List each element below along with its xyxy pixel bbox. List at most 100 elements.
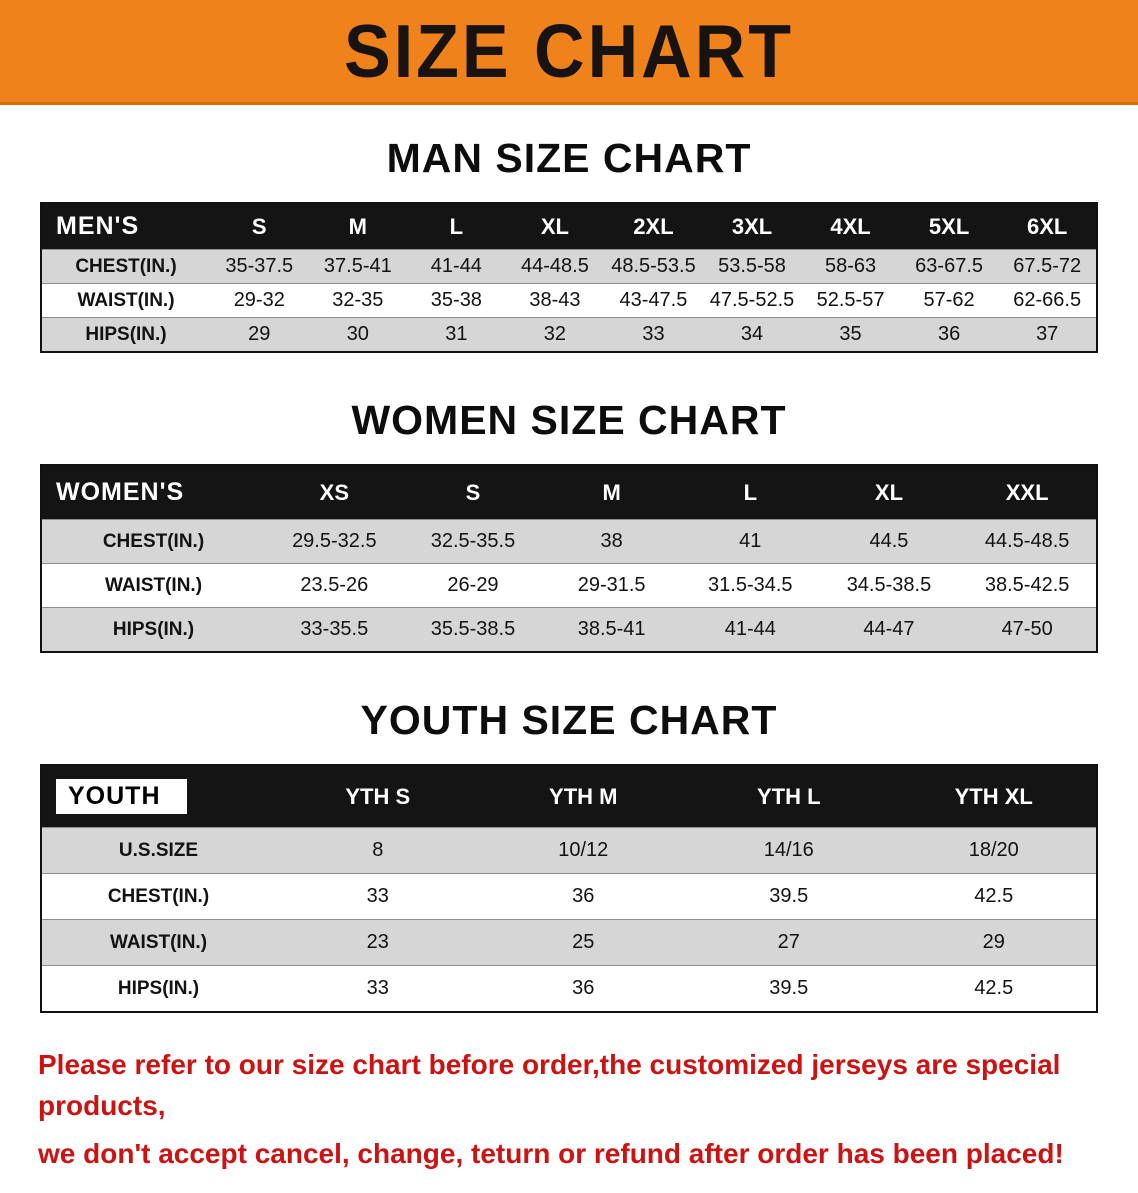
cell-value: 44.5 bbox=[869, 530, 909, 552]
cell-value: 23 bbox=[366, 931, 389, 953]
men-column-header: 5XL bbox=[899, 203, 999, 250]
disclaimer: Please refer to our size chart before or… bbox=[38, 1045, 1100, 1175]
youth-table-body: U.S.SIZE 8 10/12 14/16 18/20 CHEST(IN.) 33 36 39… bbox=[41, 827, 1097, 1012]
youth-table-row: U.S.SIZE 8 10/12 14/16 18/20 bbox=[41, 827, 1097, 874]
cell-value: 30 bbox=[346, 323, 369, 345]
women-column-header: S bbox=[403, 465, 543, 520]
size-charts: MAN SIZE CHART MEN'S S M L XL 2XL 3XL 4XL 5XL 6XL… bbox=[0, 135, 1138, 1013]
men-column-header: 3XL bbox=[702, 203, 802, 250]
row-label: CHEST(IN.) bbox=[102, 530, 205, 552]
women-table-row: CHEST(IN.) 29.5-32.5 32.5-35.5 38 41 44.5 44.5… bbox=[41, 519, 1097, 564]
women-size-table: WOMEN'S XS S M L XL XXL CHEST(IN.) 29.5-32.5 32.… bbox=[40, 464, 1098, 653]
women-column-header: XXL bbox=[958, 465, 1097, 520]
cell-value: 34 bbox=[740, 323, 764, 345]
cell-value: 38-43 bbox=[529, 289, 581, 311]
youth-table-header-row: YOUTH YTH S YTH M YTH L YTH XL bbox=[41, 765, 1097, 828]
men-column-header: 6XL bbox=[998, 203, 1097, 250]
cell-value: 44.5-48.5 bbox=[984, 530, 1070, 552]
cell-value: 43-47.5 bbox=[619, 289, 688, 311]
cell-value: 53.5-58 bbox=[718, 255, 786, 277]
cell-value: 32-35 bbox=[332, 289, 384, 311]
cell-value: 33-35.5 bbox=[300, 618, 369, 640]
cell-value: 41-44 bbox=[430, 255, 482, 277]
size-chart-banner: SIZE CHART bbox=[0, 0, 1138, 105]
cell-value: 35-38 bbox=[430, 289, 482, 311]
cell-value: 36 bbox=[572, 977, 595, 999]
cell-value: 10/12 bbox=[558, 839, 609, 861]
cell-value: 41 bbox=[739, 530, 762, 552]
cell-value: 29.5-32.5 bbox=[292, 530, 377, 552]
men-corner-label: MEN'S bbox=[41, 203, 210, 250]
disclaimer-line-1: Please refer to our size chart before or… bbox=[38, 1049, 1061, 1121]
cell-value: 52.5-57 bbox=[816, 289, 885, 311]
women-column-header: XS bbox=[265, 465, 404, 520]
cell-value: 14/16 bbox=[763, 839, 814, 861]
cell-value: 44-47 bbox=[863, 618, 915, 640]
row-label: CHEST(IN.) bbox=[75, 255, 177, 277]
cell-value: 8 bbox=[372, 839, 384, 861]
page-title: SIZE CHART bbox=[344, 8, 794, 94]
cell-value: 27 bbox=[777, 931, 800, 953]
men-size-table: MEN'S S M L XL 2XL 3XL 4XL 5XL 6XL CHEST(IN.) 35-3… bbox=[40, 202, 1098, 353]
men-chart-heading: MAN SIZE CHART bbox=[386, 135, 752, 181]
row-label: WAIST(IN.) bbox=[109, 931, 208, 953]
youth-table-row: HIPS(IN.) 33 36 39.5 42.5 bbox=[41, 965, 1097, 1012]
row-label: CHEST(IN.) bbox=[107, 885, 210, 907]
cell-value: 37.5-41 bbox=[323, 255, 392, 277]
women-table-body: CHEST(IN.) 29.5-32.5 32.5-35.5 38 41 44.5 44.5… bbox=[41, 519, 1097, 652]
row-label: WAIST(IN.) bbox=[104, 574, 203, 596]
row-label: WAIST(IN.) bbox=[77, 289, 175, 311]
men-table-body: CHEST(IN.) 35-37.5 37.5-41 41-44 44-48.5 48.5… bbox=[41, 249, 1097, 352]
women-table-row: WAIST(IN.) 23.5-26 26-29 29-31.5 31.5-34.5 34… bbox=[41, 563, 1097, 608]
row-label: HIPS(IN.) bbox=[117, 977, 200, 999]
men-column-header: M bbox=[308, 203, 408, 250]
cell-value: 37 bbox=[1036, 323, 1059, 345]
women-corner-text: WOMEN'S bbox=[56, 478, 185, 506]
cell-value: 32 bbox=[543, 323, 567, 345]
cell-value: 39.5 bbox=[769, 885, 809, 907]
cell-value: 29-31.5 bbox=[577, 574, 646, 596]
cell-value: 26-29 bbox=[447, 574, 499, 596]
cell-value: 29 bbox=[982, 931, 1005, 953]
men-column-header: 4XL bbox=[801, 203, 900, 250]
youth-table-row: WAIST(IN.) 23 25 27 29 bbox=[41, 919, 1097, 966]
cell-value: 42.5 bbox=[974, 885, 1014, 907]
youth-corner-label: YOUTH bbox=[41, 765, 275, 828]
men-corner-text: MEN'S bbox=[56, 212, 140, 240]
women-table-row: HIPS(IN.) 33-35.5 35.5-38.5 38.5-41 41-44 44-… bbox=[41, 607, 1097, 652]
disclaimer-line-2: we don't accept cancel, change, teturn o… bbox=[38, 1138, 1064, 1170]
row-label: HIPS(IN.) bbox=[85, 323, 167, 345]
cell-value: 35 bbox=[839, 323, 862, 345]
cell-value: 33 bbox=[366, 977, 389, 999]
women-column-header: M bbox=[542, 465, 681, 520]
youth-column-header: YTH L bbox=[686, 765, 892, 828]
women-size-chart-section: WOMEN SIZE CHART WOMEN'S XS S M L XL XXL CHEST… bbox=[0, 397, 1138, 653]
youth-column-header: YTH XL bbox=[891, 765, 1097, 828]
cell-value: 32.5-35.5 bbox=[430, 530, 516, 552]
cell-value: 42.5 bbox=[974, 977, 1014, 999]
men-table-row: CHEST(IN.) 35-37.5 37.5-41 41-44 44-48.5 48.5… bbox=[41, 249, 1097, 284]
cell-value: 67.5-72 bbox=[1013, 255, 1082, 277]
cell-value: 44-48.5 bbox=[520, 255, 589, 277]
cell-value: 35-37.5 bbox=[225, 255, 294, 277]
men-column-header: 2XL bbox=[604, 203, 703, 250]
women-table-header-row: WOMEN'S XS S M L XL XXL bbox=[41, 465, 1097, 520]
cell-value: 25 bbox=[572, 931, 595, 953]
men-column-header: L bbox=[407, 203, 506, 250]
cell-value: 47.5-52.5 bbox=[709, 289, 795, 311]
men-table-row: WAIST(IN.) 29-32 32-35 35-38 38-43 43-47.5 47.… bbox=[41, 283, 1097, 318]
cell-value: 18/20 bbox=[968, 839, 1019, 861]
women-chart-heading: WOMEN SIZE CHART bbox=[351, 397, 787, 443]
cell-value: 36 bbox=[572, 885, 595, 907]
youth-corner-text: YOUTH bbox=[56, 779, 187, 814]
youth-size-chart-section: YOUTH SIZE CHART YOUTH YTH S YTH M YTH L YTH… bbox=[0, 697, 1138, 1013]
cell-value: 33 bbox=[366, 885, 389, 907]
cell-value: 39.5 bbox=[769, 977, 809, 999]
youth-table-row: CHEST(IN.) 33 36 39.5 42.5 bbox=[41, 873, 1097, 920]
cell-value: 63-67.5 bbox=[915, 255, 984, 277]
cell-value: 35.5-38.5 bbox=[430, 618, 516, 640]
youth-size-table: YOUTH YTH S YTH M YTH L YTH XL U.S.SIZE 8 10/1… bbox=[40, 764, 1098, 1013]
youth-column-header: YTH S bbox=[275, 765, 481, 828]
cell-value: 23.5-26 bbox=[300, 574, 369, 596]
cell-value: 38 bbox=[600, 530, 623, 552]
